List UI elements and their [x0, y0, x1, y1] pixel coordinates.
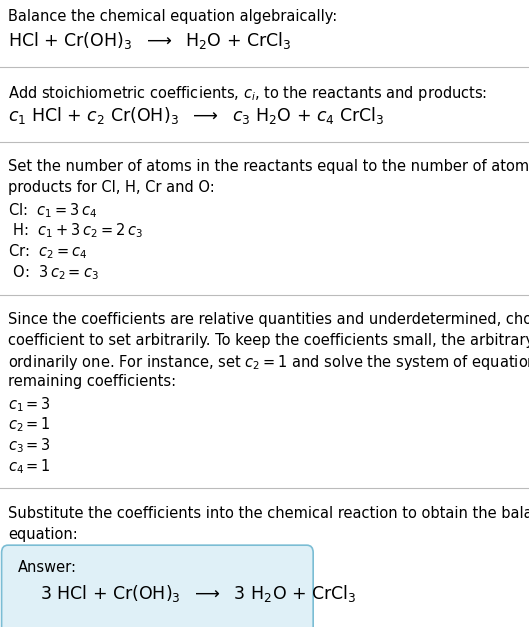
Text: ordinarily one. For instance, set $c_2 = 1$ and solve the system of equations fo: ordinarily one. For instance, set $c_2 =… — [8, 354, 529, 372]
Text: H:  $c_1 + 3\,c_2 = 2\,c_3$: H: $c_1 + 3\,c_2 = 2\,c_3$ — [8, 221, 143, 240]
Text: Cr:  $c_2 = c_4$: Cr: $c_2 = c_4$ — [8, 242, 87, 261]
FancyBboxPatch shape — [2, 545, 313, 627]
Text: remaining coefficients:: remaining coefficients: — [8, 374, 176, 389]
Text: products for Cl, H, Cr and O:: products for Cl, H, Cr and O: — [8, 180, 215, 195]
Text: $c_1$ HCl + $c_2$ Cr(OH)$_3$  $\longrightarrow$  $c_3$ H$_2$O + $c_4$ CrCl$_3$: $c_1$ HCl + $c_2$ Cr(OH)$_3$ $\longright… — [8, 105, 385, 126]
Text: coefficient to set arbitrarily. To keep the coefficients small, the arbitrary va: coefficient to set arbitrarily. To keep … — [8, 333, 529, 348]
Text: 3 HCl + Cr(OH)$_3$  $\longrightarrow$  3 H$_2$O + CrCl$_3$: 3 HCl + Cr(OH)$_3$ $\longrightarrow$ 3 H… — [40, 583, 356, 604]
Text: Set the number of atoms in the reactants equal to the number of atoms in the: Set the number of atoms in the reactants… — [8, 159, 529, 174]
Text: equation:: equation: — [8, 527, 78, 542]
Text: Balance the chemical equation algebraically:: Balance the chemical equation algebraica… — [8, 9, 337, 24]
Text: HCl + Cr(OH)$_3$  $\longrightarrow$  H$_2$O + CrCl$_3$: HCl + Cr(OH)$_3$ $\longrightarrow$ H$_2$… — [8, 30, 291, 51]
Text: Cl:  $c_1 = 3\,c_4$: Cl: $c_1 = 3\,c_4$ — [8, 201, 97, 219]
Text: $c_2 = 1$: $c_2 = 1$ — [8, 416, 51, 435]
Text: Substitute the coefficients into the chemical reaction to obtain the balanced: Substitute the coefficients into the che… — [8, 506, 529, 521]
Text: Since the coefficients are relative quantities and underdetermined, choose a: Since the coefficients are relative quan… — [8, 312, 529, 327]
Text: Add stoichiometric coefficients, $c_i$, to the reactants and products:: Add stoichiometric coefficients, $c_i$, … — [8, 85, 487, 103]
Text: $c_1 = 3$: $c_1 = 3$ — [8, 395, 51, 414]
Text: $c_4 = 1$: $c_4 = 1$ — [8, 457, 51, 476]
Text: O:  $3\,c_2 = c_3$: O: $3\,c_2 = c_3$ — [8, 263, 98, 282]
Text: Answer:: Answer: — [17, 561, 77, 575]
Text: $c_3 = 3$: $c_3 = 3$ — [8, 436, 51, 455]
